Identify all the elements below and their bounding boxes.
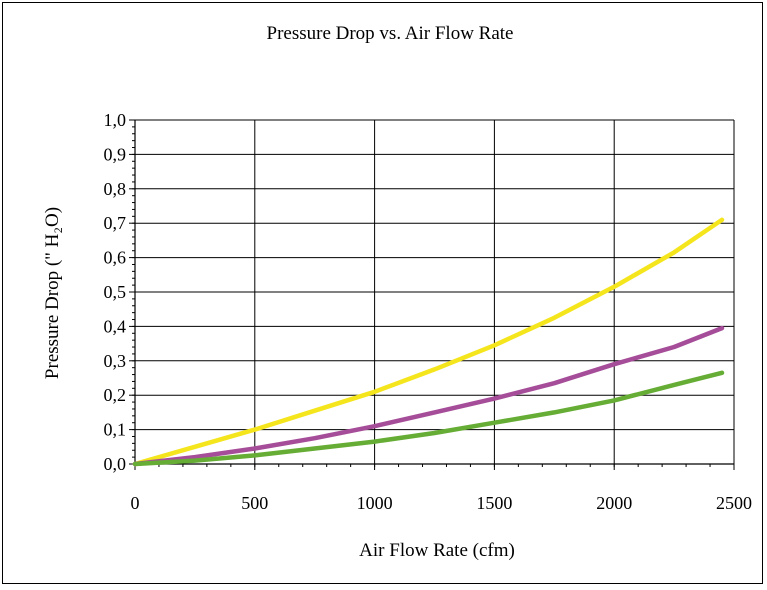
axes bbox=[129, 119, 735, 470]
x-tick-label: 2500 bbox=[716, 493, 752, 513]
y-tick-label: 0,1 bbox=[104, 420, 127, 440]
x-tick-labels: 0 500 1000 1500 2000 2500 bbox=[131, 493, 753, 513]
y-tick-label: 0,6 bbox=[104, 248, 127, 268]
y-tick-label: 0,9 bbox=[104, 144, 127, 164]
x-tick-label: 1000 bbox=[357, 493, 393, 513]
y-tick-label: 0,4 bbox=[104, 316, 127, 336]
x-axis-title: Air Flow Rate (cfm) bbox=[359, 540, 515, 561]
series-line-2 bbox=[132, 325, 725, 467]
y-tick-label: 0,8 bbox=[104, 179, 127, 199]
y-tick-label: 0,5 bbox=[104, 282, 127, 302]
y-tick-labels: 0,0 0,1 0,2 0,3 0,4 0,5 0,6 0,7 0,8 0,9 1,0 bbox=[104, 110, 127, 474]
series-lines bbox=[132, 217, 725, 467]
pressure-drop-chart: Pressure Drop vs. Air Flow Rate 0 500 1000… bbox=[42, 23, 753, 561]
y-tick-label: 0,0 bbox=[104, 454, 127, 474]
chart-title: Pressure Drop vs. Air Flow Rate bbox=[267, 23, 514, 44]
chart-frame: Pressure Drop vs. Air Flow Rate 0 500 1000… bbox=[2, 2, 763, 584]
y-tick-label: 0,2 bbox=[104, 385, 127, 405]
series-line-3 bbox=[132, 370, 725, 467]
y-tick-label: 0,7 bbox=[104, 213, 127, 233]
x-tick-label: 1500 bbox=[476, 493, 512, 513]
grid-lines bbox=[135, 119, 735, 464]
x-tick-label: 0 bbox=[131, 493, 140, 513]
y-axis-title: Pressure Drop (" H₂O) bbox=[42, 207, 63, 379]
y-tick-label: 1,0 bbox=[104, 110, 127, 130]
x-tick-label: 2000 bbox=[596, 493, 632, 513]
y-tick-label: 0,3 bbox=[104, 351, 127, 371]
x-tick-label: 500 bbox=[241, 493, 268, 513]
series-line-1 bbox=[132, 217, 725, 467]
